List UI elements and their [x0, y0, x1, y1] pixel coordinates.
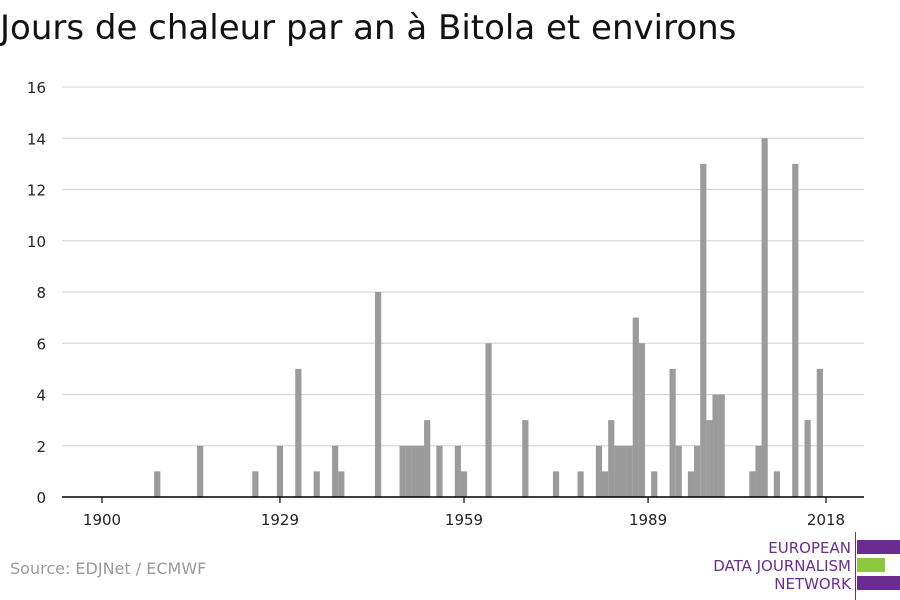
bar-1990 — [651, 471, 658, 497]
source-note: Source: EDJNet / ECMWF — [10, 559, 207, 578]
bar-2010 — [773, 471, 781, 497]
bar-1925 — [252, 471, 259, 497]
bar-1969 — [522, 420, 529, 497]
y-tick-label: 10 — [27, 233, 46, 251]
bar-1982 — [602, 471, 609, 497]
bar-1994 — [675, 445, 682, 497]
bar-1986 — [626, 445, 633, 497]
y-tick-labels: 0 2 4 6 8 10 12 14 16 — [27, 79, 46, 507]
bar-2001 — [718, 394, 725, 497]
y-tick-label: 14 — [27, 130, 46, 148]
logo-divider — [855, 532, 856, 600]
bar-2006 — [749, 471, 756, 497]
bar-1999 — [706, 420, 713, 497]
x-tick-marks — [101, 497, 827, 503]
grid-lines — [62, 86, 864, 447]
logo-text-data-journalism: DATA JOURNALISM — [713, 557, 851, 575]
bar-1955 — [436, 445, 443, 497]
logo-bar-purple-bottom — [857, 576, 900, 590]
bar-1953 — [424, 420, 431, 497]
bar-1909 — [154, 471, 161, 497]
bar-1997 — [694, 445, 701, 497]
bar-2015 — [804, 420, 811, 497]
x-tick-label: 1959 — [445, 511, 483, 529]
bars — [154, 138, 823, 497]
bar-1988 — [638, 343, 646, 497]
bar-2000 — [712, 394, 719, 497]
logo-text-european: EUROPEAN — [768, 539, 851, 557]
y-tick-label: 4 — [36, 387, 46, 405]
bar-1945 — [375, 292, 382, 497]
bar-1949 — [399, 445, 406, 497]
bar-1950 — [405, 445, 412, 497]
logo-bar-purple-top — [857, 540, 900, 554]
bar-2008 — [761, 138, 768, 497]
bar-1929 — [276, 445, 284, 497]
y-tick-label: 6 — [36, 335, 46, 353]
bar-1987 — [632, 317, 639, 497]
bar-1959 — [460, 471, 468, 497]
x-tick-labels: 1900 1929 1959 1989 2018 — [83, 511, 845, 529]
bar-1939 — [338, 471, 345, 497]
bar-1978 — [577, 471, 584, 497]
y-tick-label: 16 — [27, 79, 46, 97]
bar-1981 — [595, 445, 603, 497]
logo-bar-green — [857, 558, 885, 572]
bar-1998 — [700, 163, 707, 497]
x-tick-label: 1900 — [83, 511, 121, 529]
bar-1984 — [614, 445, 621, 497]
edjnet-logo: EUROPEAN DATA JOURNALISM NETWORK — [700, 532, 900, 600]
chart-title: Jours de chaleur par an à Bitola et envi… — [0, 8, 737, 48]
bar-2017 — [816, 368, 823, 497]
y-tick-label: 12 — [27, 182, 46, 200]
y-tick-label: 8 — [36, 284, 46, 302]
bar-1993 — [669, 368, 676, 497]
bar-1974 — [552, 471, 560, 497]
y-tick-label: 0 — [36, 489, 46, 507]
bar-1951 — [411, 445, 419, 497]
bar-1996 — [687, 471, 695, 497]
x-tick-label: 2018 — [807, 511, 845, 529]
bar-1935 — [313, 471, 320, 497]
x-tick-label: 1929 — [261, 511, 299, 529]
bar-1985 — [620, 445, 627, 497]
bar-2013 — [792, 163, 799, 497]
bar-1983 — [608, 420, 615, 497]
bar-1958 — [454, 445, 461, 497]
x-tick-label: 1989 — [629, 511, 667, 529]
y-tick-label: 2 — [36, 438, 46, 456]
bar-1938 — [332, 445, 339, 497]
bar-1963 — [485, 343, 492, 497]
bar-1952 — [417, 445, 425, 497]
bar-1932 — [295, 368, 302, 497]
bar-1916 — [197, 445, 204, 497]
bar-2007 — [755, 445, 762, 497]
logo-text-network: NETWORK — [774, 575, 851, 593]
